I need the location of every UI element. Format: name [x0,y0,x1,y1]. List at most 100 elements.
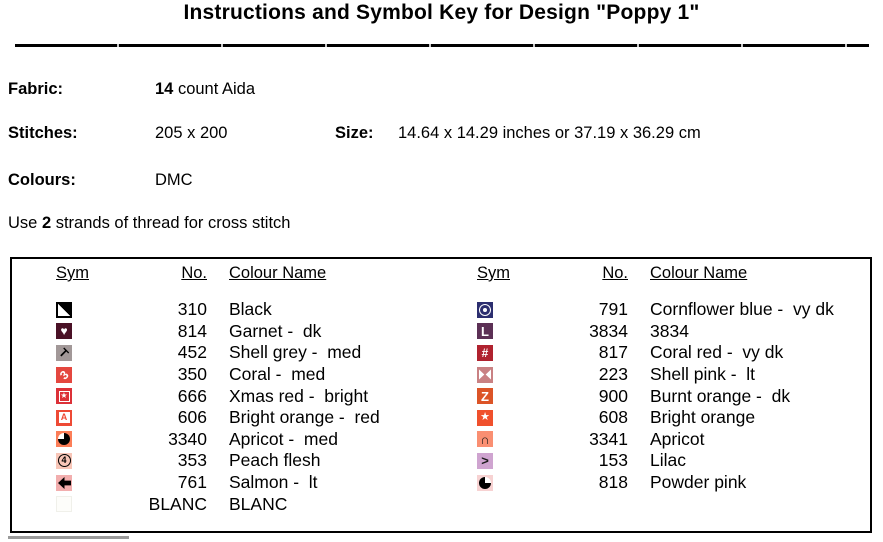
key-column-right: Sym No. Colour Name 791 Cornflower blue -… [441,259,870,531]
pie-quarter-icon [479,476,491,489]
fabric-rest: count Aida [173,80,256,98]
symbol-swatch: ★ [56,388,72,405]
key-row: 791 Cornflower blue - vy dk [477,299,870,321]
key-row: 761 Salmon - lt [56,472,441,494]
key-rows-right: 791 Cornflower blue - vy dk L 3834 3834 #817 C… [477,299,870,493]
thread-number: 666 [177,385,207,406]
symbol-cell: Z [477,388,505,405]
symbol-swatch: A [56,409,72,426]
key-row: ♥ 814 Garnet - dk [56,321,441,343]
colour-name: 3834 [650,320,689,341]
key-row: 3 350 Coral - med [56,364,441,386]
star-icon: ★ [60,391,68,401]
symbol-cell: ♥ [56,323,84,340]
strands-note: Use 2 strands of thread for cross stitch [8,214,290,233]
symbol-cell [56,431,84,448]
symbol-swatch: 4 [56,452,72,469]
symbol-cell [477,366,505,383]
size-value: 14.64 x 14.29 inches or 37.19 x 36.29 cm [398,124,701,142]
key-row: 818 Powder pink [477,472,870,494]
key-row: L 3834 3834 [477,321,870,343]
header-name: Colour Name [229,264,327,282]
thread-number: 353 [177,450,207,471]
colour-name: Bright orange - red [229,407,380,428]
symbol-cell [477,301,505,318]
strands-suffix: strands of thread for cross stitch [51,214,291,232]
colour-name: Shell pink - lt [650,364,756,385]
dot [483,307,487,312]
symbol-swatch [56,474,72,491]
boxed-star-icon: ★ [58,390,70,402]
colour-name: Cornflower blue - vy dk [650,299,834,320]
colour-name: Black [229,299,272,320]
thread-number: 3341 [589,428,628,449]
key-row: ∩ 3341 Apricot [477,429,870,451]
symbol-swatch: ★ [477,409,493,426]
key-column-left: Sym No. Colour Name 310 Black ♥ 814 Garnet -… [12,259,441,531]
letter-a-icon: A [60,412,68,423]
thread-number: 350 [177,364,207,385]
symbol-swatch: L [477,323,493,340]
rotated-t-icon: T [56,345,72,361]
next-section-edge [8,536,129,539]
fabric-value: 14 count Aida [155,80,255,99]
header-sym: Sym [56,264,89,282]
strands-count: 2 [41,214,52,232]
colour-name: Peach flesh [229,450,321,471]
symbol-swatch [56,431,72,448]
circle-dot-icon [479,303,491,316]
boxed-a-icon: A [58,412,70,424]
rotated-3-icon: 3 [56,367,72,382]
key-row: >153 Lilac [477,450,870,472]
symbol-swatch: T [56,344,72,361]
symbol-cell: > [477,452,505,469]
cap-icon: ∩ [480,431,490,447]
left-arrow-icon [57,476,71,489]
key-row: BLANC BLANC [56,493,441,515]
letter-z-icon: Z [481,388,489,404]
thread-number: 3834 [589,320,628,341]
thread-number: 606 [177,407,207,428]
symbol-cell: # [477,344,505,361]
thread-number: 900 [598,385,628,406]
key-row: Z 900 Burnt orange - dk [477,385,870,407]
thread-number: 818 [598,472,628,493]
colour-name: Bright orange [650,407,756,428]
thread-number: 608 [598,407,628,428]
circled-4-icon: 4 [57,454,71,468]
colour-name: Burnt orange - dk [650,385,791,406]
key-row: 310 Black [56,299,441,321]
symbol-cell: ∩ [477,431,505,448]
symbol-cell: 3 [56,366,84,383]
colours-value: DMC [155,171,193,189]
symbol-swatch: ♥ [56,323,72,340]
bowtie-icon [479,369,491,380]
symbol-swatch: ∩ [477,431,493,448]
thread-number: 761 [177,472,207,493]
colour-name: Apricot - med [229,428,338,449]
star-icon: ★ [480,411,490,424]
header-name: Colour Name [650,264,748,282]
thread-number: 153 [598,450,628,471]
symbol-cell: L [477,323,505,340]
colour-name: Coral - med [229,364,326,385]
symbol-cell [477,474,505,491]
key-row: T 452 Shell grey - med [56,342,441,364]
key-rows-left: 310 Black ♥ 814 Garnet - dk T 452 Shell grey - … [56,299,441,515]
thread-number: 452 [177,342,207,363]
page-title: Instructions and Symbol Key for Design "… [183,1,700,24]
symbol-cell: T [56,344,84,361]
symbol-swatch: # [477,344,493,361]
header-no: No. [181,264,207,282]
key-row: ★ 666 Xmas red - bright [56,385,441,407]
digit-4-icon: 4 [61,455,67,466]
thread-number: 817 [598,342,628,363]
key-row: ★ 608 Bright orange [477,407,870,429]
colour-name: Shell grey - med [229,342,362,363]
thread-number: 223 [598,364,628,385]
stitches-label: Stitches: [8,124,78,142]
key-header-row: Sym No. Colour Name [56,264,441,286]
colour-name: BLANC [229,493,288,514]
title-divider [15,44,869,47]
